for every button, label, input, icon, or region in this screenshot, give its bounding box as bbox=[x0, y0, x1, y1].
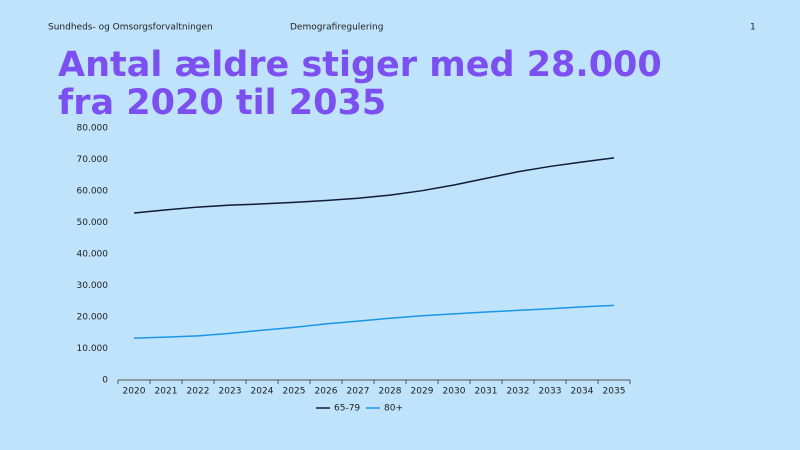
y-tick-label: 50.000 bbox=[77, 218, 109, 228]
y-tick-label: 60.000 bbox=[77, 187, 109, 197]
y-tick-label: 70.000 bbox=[77, 155, 109, 165]
y-tick-label: 80.000 bbox=[77, 124, 109, 134]
x-tick-label: 2034 bbox=[571, 387, 594, 397]
x-tick-label: 2023 bbox=[219, 387, 242, 397]
x-tick-label: 2031 bbox=[475, 387, 498, 397]
page-number: 1 bbox=[750, 23, 756, 33]
line-series bbox=[133, 157, 615, 214]
x-tick-label: 2028 bbox=[379, 387, 402, 397]
header-center: Demografiregulering bbox=[290, 23, 383, 33]
legend-label: 80+ bbox=[384, 404, 403, 414]
y-tick-label: 0 bbox=[102, 376, 108, 386]
legend-label: 65-79 bbox=[334, 404, 360, 414]
x-tick-label: 2025 bbox=[283, 387, 306, 397]
chart-title: fra 2020 til 2035 bbox=[58, 83, 386, 123]
x-tick-label: 2021 bbox=[155, 387, 178, 397]
y-tick-label: 20.000 bbox=[77, 313, 109, 323]
x-tick-label: 2027 bbox=[347, 387, 370, 397]
line-series bbox=[133, 304, 615, 339]
x-tick-label: 2026 bbox=[315, 387, 338, 397]
y-tick-label: 40.000 bbox=[77, 250, 109, 260]
y-tick-label: 30.000 bbox=[77, 281, 109, 291]
x-tick-label: 2022 bbox=[187, 387, 210, 397]
x-tick-label: 2024 bbox=[251, 387, 274, 397]
y-tick-label: 10.000 bbox=[77, 344, 109, 354]
x-tick-label: 2033 bbox=[539, 387, 562, 397]
x-tick-label: 2029 bbox=[411, 387, 434, 397]
x-tick-label: 2020 bbox=[123, 387, 146, 397]
x-tick-label: 2032 bbox=[507, 387, 530, 397]
header-left: Sundheds- og Omsorgsforvaltningen bbox=[48, 23, 213, 33]
x-tick-label: 2035 bbox=[603, 387, 626, 397]
x-tick-label: 2030 bbox=[443, 387, 466, 397]
chart-title: Antal ældre stiger med 28.000 bbox=[58, 45, 662, 85]
